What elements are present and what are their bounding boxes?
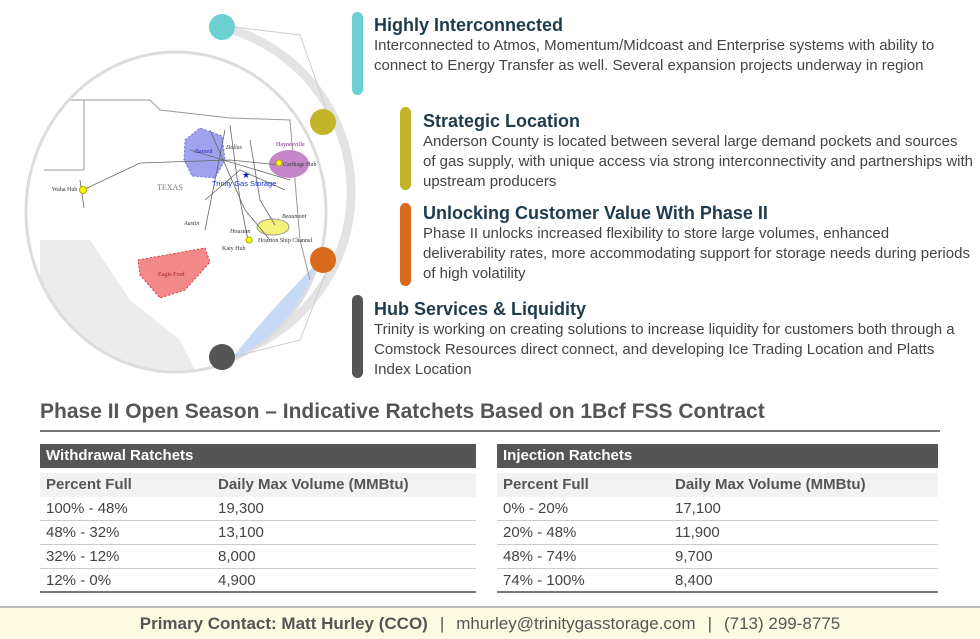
map-label: Dallas <box>225 145 243 151</box>
teal-dot <box>209 14 235 40</box>
feature-text: Phase II unlocks increased flexibility t… <box>423 225 970 282</box>
feature-strategic: Strategic Location Anderson County is loc… <box>423 110 973 194</box>
feature-title: Hub Services & Liquidity <box>374 299 587 319</box>
table-row: 32% - 12% 8,000 <box>40 545 476 569</box>
feature-text: Trinity is working on creating solutions… <box>374 321 955 378</box>
cell: 74% - 100% <box>503 572 585 589</box>
table-row: 100% - 48% 19,300 <box>40 497 476 521</box>
orange-dot <box>310 247 336 273</box>
table-row: 0% - 20% 17,100 <box>497 497 938 521</box>
cell: 48% - 74% <box>503 548 577 565</box>
feature-text: Anderson County is located between sever… <box>423 133 974 190</box>
accent-bar <box>400 203 411 286</box>
map-label: Austin <box>183 221 199 227</box>
map-label: TEXAS <box>157 183 183 192</box>
cell: 11,900 <box>675 524 720 541</box>
table-header: Percent Full Daily Max Volume (MMBtu) <box>40 473 476 497</box>
map-label: Houston Ship Channel <box>258 238 313 244</box>
timeline-arc <box>220 22 356 362</box>
cell: 0% - 20% <box>503 500 569 517</box>
separator: | <box>439 614 445 633</box>
feature-title: Strategic Location <box>423 111 581 131</box>
cell: 9,700 <box>675 548 713 565</box>
contact-email[interactable]: mhurley@trinitygasstorage.com <box>456 614 696 633</box>
houston-ship-channel-region <box>256 218 290 236</box>
gray-dot <box>209 344 235 370</box>
map-label: Trinity Gas Storage <box>212 179 276 188</box>
table-row: 48% - 32% 13,100 <box>40 521 476 545</box>
table-title: Injection Ratchets <box>497 444 938 468</box>
map-label: Katy Hub <box>222 246 246 252</box>
haynesville-region <box>269 150 309 178</box>
header-cell: Daily Max Volume (MMBtu) <box>675 476 866 493</box>
feature-hub: Hub Services & Liquidity Trinity is worki… <box>374 298 970 382</box>
feature-phase2: Unlocking Customer Value With Phase II Ph… <box>423 202 973 286</box>
cell: 4,900 <box>218 572 256 589</box>
feature-title: Unlocking Customer Value With Phase II <box>423 203 768 223</box>
feature-title: Highly Interconnected <box>374 15 564 35</box>
cell: 8,000 <box>218 548 256 565</box>
accent-bar <box>352 12 363 95</box>
map-label: Eagle Ford <box>158 272 185 278</box>
cell: 48% - 32% <box>46 524 120 541</box>
table-title: Withdrawal Ratchets <box>40 444 476 468</box>
trinity-star-icon: ★ <box>242 170 250 180</box>
map-label: Barnett <box>195 149 213 155</box>
cell: 13,100 <box>218 524 264 541</box>
table-row: 74% - 100% 8,400 <box>497 569 938 593</box>
map-label: Beaumont <box>282 214 307 220</box>
accent-bar <box>400 107 411 190</box>
olive-dot <box>310 109 336 135</box>
cell: 19,300 <box>218 500 264 517</box>
contact-footer: Primary Contact: Matt Hurley (CCO) | mhurl… <box>0 606 980 639</box>
injection-table: Injection Ratchets Percent Full Daily Max… <box>497 444 938 593</box>
eagle-ford-region <box>137 247 211 299</box>
contact-name: Primary Contact: Matt Hurley (CCO) <box>139 614 428 633</box>
table-row: 12% - 0% 4,900 <box>40 569 476 593</box>
section-title: Phase II Open Season – Indicative Ratche… <box>40 400 940 432</box>
cell: 8,400 <box>675 572 713 589</box>
cell: 20% - 48% <box>503 524 577 541</box>
header-cell: Percent Full <box>46 476 132 493</box>
map-label: Haynesville <box>276 142 305 148</box>
withdrawal-table: Withdrawal Ratchets Percent Full Daily Ma… <box>40 444 476 593</box>
contact-phone: (713) 299-8775 <box>723 614 841 633</box>
map-label: Waha Hub <box>52 187 77 193</box>
table-row: 48% - 74% 9,700 <box>497 545 938 569</box>
header-cell: Daily Max Volume (MMBtu) <box>218 476 409 493</box>
map-label: Houston <box>229 229 250 235</box>
feature-interconnected: Highly Interconnected Interconnected to A… <box>374 14 970 98</box>
separator: | <box>707 614 712 633</box>
table-header: Percent Full Daily Max Volume (MMBtu) <box>497 473 938 497</box>
cell: 32% - 12% <box>46 548 120 565</box>
map-label: Carthage Hub <box>283 162 317 168</box>
cell: 12% - 0% <box>46 572 112 589</box>
cell: 17,100 <box>675 500 721 517</box>
pipelines <box>79 124 291 241</box>
feature-text: Interconnected to Atmos, Momentum/Midcoa… <box>374 37 935 74</box>
header-cell: Percent Full <box>503 476 589 493</box>
table-row: 20% - 48% 11,900 <box>497 521 938 545</box>
cell: 100% - 48% <box>46 500 128 517</box>
accent-bar <box>352 295 363 378</box>
texas-pipeline-map: ★ Waha Hub TEXAS Barnett Dallas Haynesvi… <box>24 14 356 374</box>
